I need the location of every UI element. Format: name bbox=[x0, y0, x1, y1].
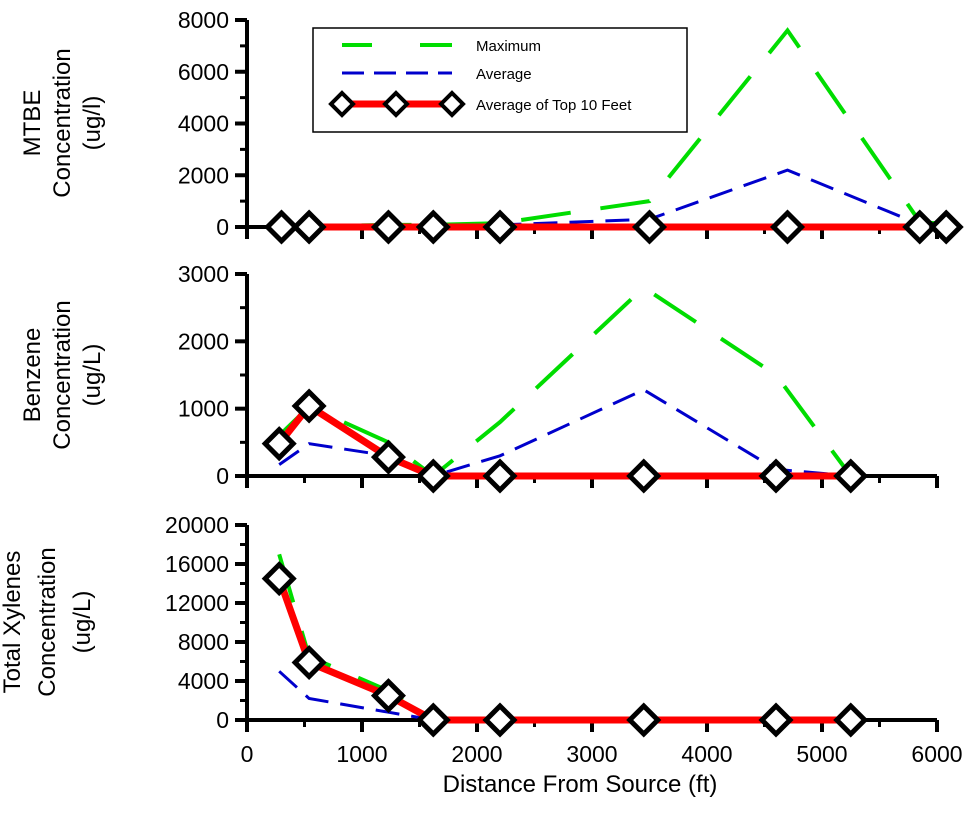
data-point-marker bbox=[370, 439, 406, 475]
y-tick-label: 20000 bbox=[165, 512, 229, 538]
y-tick-label: 0 bbox=[216, 707, 229, 733]
legend-entry-label: Maximum bbox=[476, 38, 541, 55]
x-axis-label: Distance From Source (ft) bbox=[443, 771, 718, 798]
data-point-marker bbox=[626, 458, 662, 494]
data-point-marker bbox=[291, 388, 327, 424]
panel-xylenes: 0 4000 8000 12000 16000 20000 0 1000 2000 3000 400… bbox=[0, 512, 963, 798]
data-point-marker bbox=[263, 209, 300, 245]
x-tick-label: 1000 bbox=[336, 741, 387, 767]
y-axis-label: Total Xylenes bbox=[0, 551, 26, 694]
data-point-marker bbox=[370, 209, 406, 245]
legend-entry-label: Average of Top 10 Feet bbox=[476, 97, 632, 114]
panel-mtbe: 0 2000 4000 6000 8000 MTBE Concentration (ug/l)… bbox=[19, 7, 964, 245]
y-tick-label: 1000 bbox=[178, 396, 229, 422]
y-axis-label: MTBE bbox=[19, 90, 46, 157]
data-point-marker bbox=[833, 702, 869, 738]
x-tick-label: 6000 bbox=[911, 741, 962, 767]
series-line-average bbox=[278, 388, 851, 478]
data-point-marker bbox=[482, 209, 518, 245]
data-point-marker bbox=[370, 678, 406, 714]
legend-marker bbox=[382, 90, 410, 118]
data-point-marker bbox=[482, 702, 518, 738]
y-tick-label: 0 bbox=[216, 214, 229, 240]
x-tick-label: 3000 bbox=[566, 741, 617, 767]
x-tick-label: 5000 bbox=[796, 741, 847, 767]
y-tick-label: 12000 bbox=[165, 590, 229, 616]
data-point-marker bbox=[261, 426, 297, 462]
data-point-marker bbox=[758, 458, 794, 494]
data-point-marker bbox=[626, 702, 662, 738]
x-tick-label: 0 bbox=[241, 741, 254, 767]
y-tick-label: 2000 bbox=[178, 328, 229, 354]
data-point-marker bbox=[758, 702, 794, 738]
legend-marker bbox=[328, 90, 356, 118]
legend-marker bbox=[438, 90, 466, 118]
y-tick-label: 4000 bbox=[178, 668, 229, 694]
y-axis-label: Benzene bbox=[19, 328, 46, 423]
data-point-marker bbox=[769, 209, 806, 245]
y-tick-label: 4000 bbox=[178, 111, 229, 137]
series-line-top10 bbox=[275, 577, 851, 724]
data-point-marker bbox=[261, 561, 297, 597]
y-tick-label: 0 bbox=[216, 463, 229, 489]
y-tick-label: 8000 bbox=[178, 629, 229, 655]
data-point-marker bbox=[631, 209, 668, 245]
data-point-marker bbox=[902, 209, 938, 245]
series-line-top10 bbox=[276, 402, 851, 480]
x-tick-label: 4000 bbox=[681, 741, 732, 767]
data-point-marker bbox=[928, 209, 964, 245]
data-point-marker bbox=[415, 702, 451, 738]
data-point-marker bbox=[415, 458, 451, 494]
data-point-marker bbox=[291, 209, 327, 245]
series-line-maximum bbox=[277, 553, 851, 722]
y-axis-label: (ug/l) bbox=[79, 96, 106, 151]
legend: Maximum Average Average of Top 10 Feet bbox=[312, 27, 688, 133]
y-axis-label: Concentration bbox=[49, 48, 76, 197]
y-tick-label: 2000 bbox=[178, 162, 229, 188]
data-point-marker bbox=[415, 209, 451, 245]
data-point-marker bbox=[291, 644, 327, 681]
y-tick-label: 6000 bbox=[178, 59, 229, 85]
y-axis-label: Concentration bbox=[49, 300, 76, 449]
series-line-maximum bbox=[281, 27, 947, 229]
y-tick-label: 3000 bbox=[178, 261, 229, 287]
y-tick-label: 8000 bbox=[178, 7, 229, 33]
panel-benzene: 0 1000 2000 3000 Benzene Concentration (ug/L) bbox=[19, 261, 939, 494]
y-tick-label: 16000 bbox=[165, 551, 229, 577]
series-line-maximum bbox=[277, 284, 853, 479]
y-axis-label: Concentration bbox=[34, 547, 61, 696]
data-point-marker bbox=[482, 458, 518, 494]
legend-box bbox=[312, 27, 688, 133]
y-axis-label: (ug/L) bbox=[69, 591, 96, 654]
y-axis-label: (ug/L) bbox=[79, 344, 106, 407]
legend-entry-label: Average bbox=[476, 66, 532, 83]
x-tick-label: 2000 bbox=[451, 741, 502, 767]
data-point-marker bbox=[833, 458, 869, 494]
